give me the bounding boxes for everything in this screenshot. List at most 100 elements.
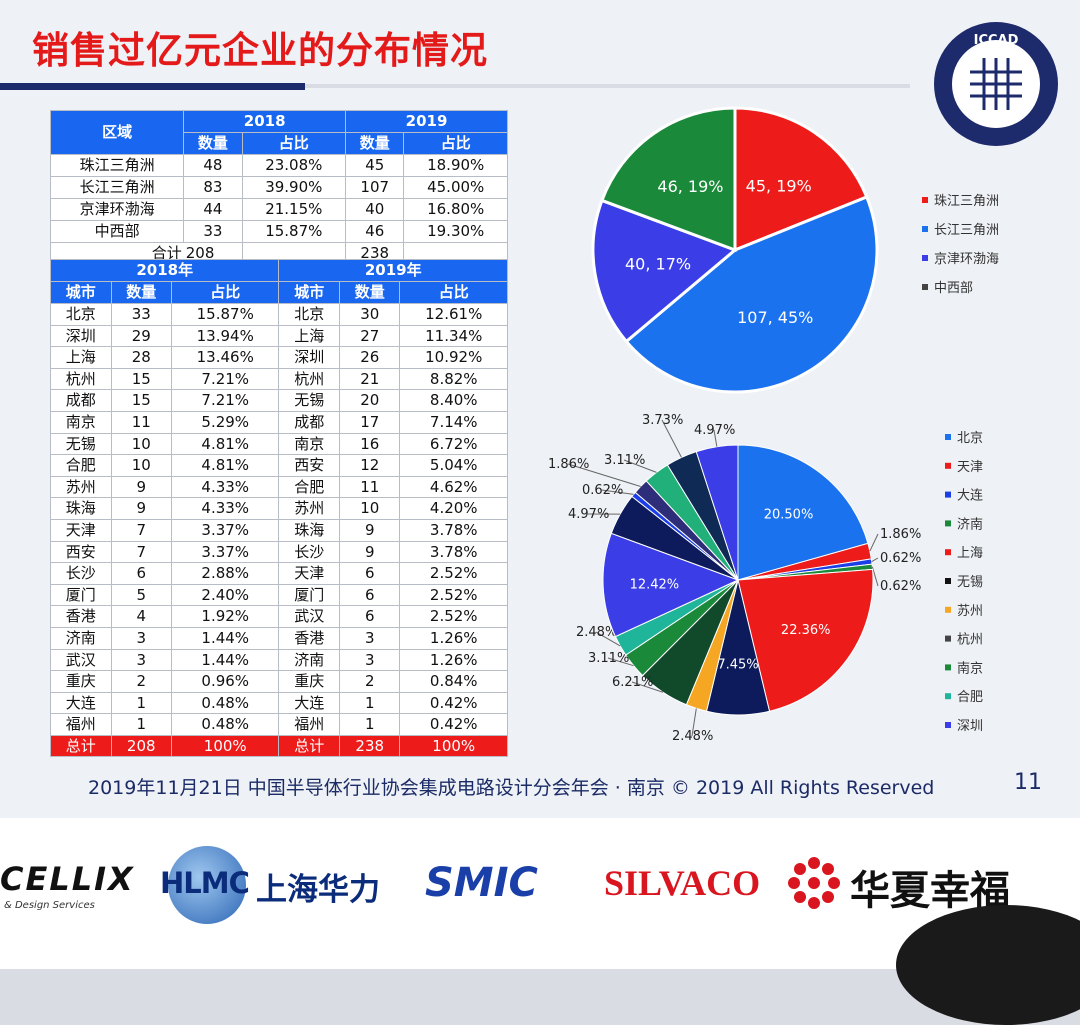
cell-p19: 5.04% bbox=[400, 455, 508, 477]
cell-city19: 南京 bbox=[279, 433, 340, 455]
cell-city18: 天津 bbox=[51, 519, 112, 541]
header-count-2019: 数量 bbox=[339, 282, 400, 304]
cell-city18: 珠海 bbox=[51, 498, 112, 520]
cell-c19: 16 bbox=[339, 433, 400, 455]
pie-label: 45, 19% bbox=[746, 176, 812, 195]
cell-c2018: 48 bbox=[184, 155, 242, 177]
legend-swatch bbox=[945, 463, 951, 469]
legend-swatch bbox=[945, 578, 951, 584]
hlmc-chinese-name: 上海华力 bbox=[256, 864, 380, 909]
legend-label: 杭州 bbox=[957, 633, 983, 648]
cell-p2018: 23.08% bbox=[242, 155, 346, 177]
cell-c18: 3 bbox=[111, 627, 172, 649]
header-share-2019: 占比 bbox=[400, 282, 508, 304]
cell-c18: 7 bbox=[111, 541, 172, 563]
pie-label: 3.11% bbox=[604, 453, 645, 468]
cell-p18: 13.94% bbox=[172, 325, 279, 347]
pie-label: 1.86% bbox=[880, 527, 921, 542]
cell-p19: 8.40% bbox=[400, 390, 508, 412]
cell-p19: 3.78% bbox=[400, 541, 508, 563]
cell-city18: 济南 bbox=[51, 627, 112, 649]
smic-logo: SMIC bbox=[425, 860, 538, 906]
cell-city18: 合肥 bbox=[51, 455, 112, 477]
cell-p2018: 39.90% bbox=[242, 177, 346, 199]
total-share-2018: 100% bbox=[172, 735, 279, 757]
cell-city19: 苏州 bbox=[279, 498, 340, 520]
cell-c18: 10 bbox=[111, 455, 172, 477]
pie-label: 46, 19% bbox=[657, 177, 723, 196]
cell-p19: 7.14% bbox=[400, 411, 508, 433]
cell-c19: 9 bbox=[339, 541, 400, 563]
cell-p18: 4.81% bbox=[172, 433, 279, 455]
cell-c19: 11 bbox=[339, 476, 400, 498]
cell-city19: 北京 bbox=[279, 304, 340, 326]
cell-p18: 3.37% bbox=[172, 519, 279, 541]
cell-p2019: 18.90% bbox=[404, 155, 508, 177]
cell-city19: 大连 bbox=[279, 692, 340, 714]
cell-p19: 0.42% bbox=[400, 714, 508, 736]
city-pie-chart: 20.50%1.86%0.62%0.62%22.36%7.45%2.48%6.2… bbox=[520, 410, 1080, 770]
cell-c19: 3 bbox=[339, 649, 400, 671]
cell-city18: 上海 bbox=[51, 347, 112, 369]
legend-swatch bbox=[945, 722, 951, 728]
cell-p18: 2.88% bbox=[172, 563, 279, 585]
header-count-2018: 数量 bbox=[111, 282, 172, 304]
legend-label: 北京 bbox=[957, 431, 983, 446]
cell-p19: 2.52% bbox=[400, 563, 508, 585]
cell-c18: 4 bbox=[111, 606, 172, 628]
cell-c18: 29 bbox=[111, 325, 172, 347]
title-underline-accent bbox=[0, 83, 305, 90]
cell-city19: 香港 bbox=[279, 627, 340, 649]
silvaco-logo: SILVACO bbox=[604, 862, 760, 904]
cell-p19: 0.84% bbox=[400, 671, 508, 693]
cell-p19: 12.61% bbox=[400, 304, 508, 326]
header-count-2019: 数量 bbox=[346, 133, 404, 155]
cell-city19: 珠海 bbox=[279, 519, 340, 541]
cell-city18: 长沙 bbox=[51, 563, 112, 585]
cell-p19: 4.20% bbox=[400, 498, 508, 520]
pie-label: 4.97% bbox=[568, 507, 609, 522]
cell-p19: 2.52% bbox=[400, 584, 508, 606]
cell-p18: 0.48% bbox=[172, 714, 279, 736]
cell-city18: 无锡 bbox=[51, 433, 112, 455]
cell-c2019: 45 bbox=[346, 155, 404, 177]
cell-c19: 21 bbox=[339, 368, 400, 390]
legend-label: 中西部 bbox=[934, 281, 973, 296]
cell-p18: 0.96% bbox=[172, 671, 279, 693]
cell-p2019: 19.30% bbox=[404, 221, 508, 243]
header-share-2018: 占比 bbox=[242, 133, 346, 155]
cell-c19: 3 bbox=[339, 627, 400, 649]
cell-region: 京津环渤海 bbox=[51, 199, 184, 221]
cell-p2019: 16.80% bbox=[404, 199, 508, 221]
cell-p19: 1.26% bbox=[400, 649, 508, 671]
pie-label: 4.97% bbox=[694, 423, 735, 438]
cell-p19: 1.26% bbox=[400, 627, 508, 649]
cell-c18: 33 bbox=[111, 304, 172, 326]
cell-c19: 9 bbox=[339, 519, 400, 541]
cell-city19: 杭州 bbox=[279, 368, 340, 390]
legend-label: 苏州 bbox=[957, 603, 983, 619]
total-2018: 208 bbox=[111, 735, 172, 757]
cell-city18: 福州 bbox=[51, 714, 112, 736]
cell-city19: 深圳 bbox=[279, 347, 340, 369]
cell-c19: 2 bbox=[339, 671, 400, 693]
legend-swatch bbox=[922, 255, 928, 261]
cell-c19: 6 bbox=[339, 563, 400, 585]
cell-p2019: 45.00% bbox=[404, 177, 508, 199]
legend-swatch bbox=[945, 664, 951, 670]
cell-c2019: 107 bbox=[346, 177, 404, 199]
cell-c18: 9 bbox=[111, 498, 172, 520]
pie-label: 0.62% bbox=[880, 579, 921, 594]
legend-swatch bbox=[945, 549, 951, 555]
legend-label: 合肥 bbox=[957, 690, 983, 705]
header-city-2018: 城市 bbox=[51, 282, 112, 304]
